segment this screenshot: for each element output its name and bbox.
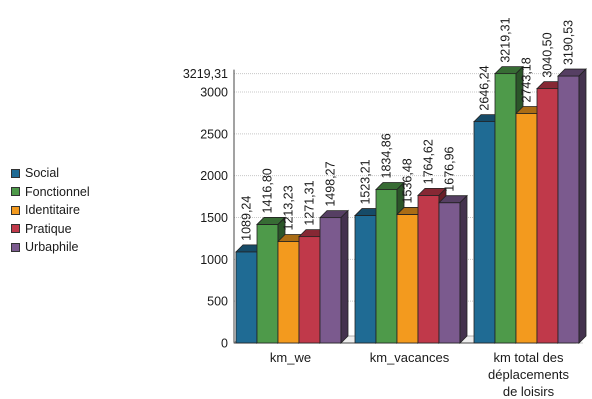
y-tick-label: 2000 — [200, 169, 228, 183]
bar — [438, 194, 468, 344]
data-label: 2646,24 — [478, 65, 492, 110]
bar-side — [340, 209, 349, 344]
bar-front — [557, 75, 580, 344]
legend-label: Fonctionnel — [25, 184, 90, 199]
data-label: 2743,18 — [520, 57, 534, 102]
legend-item: Pratique — [11, 220, 90, 239]
legend-item: Urbaphile — [11, 238, 90, 257]
y-tick-label: 1000 — [200, 253, 228, 267]
data-label: 1498,27 — [324, 161, 338, 206]
legend-label: Social — [25, 166, 60, 181]
bar-front — [396, 214, 419, 344]
data-label: 3219,31 — [499, 17, 513, 62]
y-tick-label: 500 — [207, 295, 228, 309]
bar — [319, 209, 349, 344]
x-tick-label: km_vacances — [370, 350, 450, 365]
legend-swatch — [11, 187, 20, 197]
bar-front — [375, 189, 398, 344]
data-label: 3040,50 — [541, 32, 555, 77]
bar — [557, 68, 587, 344]
legend-label: Identitaire — [25, 203, 80, 218]
legend-swatch — [11, 205, 20, 215]
bar-front — [256, 224, 279, 344]
data-label: 1536,48 — [401, 158, 415, 203]
legend-swatch — [11, 242, 20, 252]
bar-side — [578, 68, 587, 344]
y-tick-label: 2500 — [200, 127, 228, 141]
data-label: 1213,23 — [282, 185, 296, 230]
data-label: 1834,86 — [380, 133, 394, 178]
y-tick-label: 0 — [221, 337, 228, 351]
legend-label: Urbaphile — [25, 240, 79, 255]
data-label: 1089,24 — [240, 196, 254, 241]
bar-front — [536, 88, 559, 344]
bar-front — [319, 217, 342, 344]
bar-front — [417, 194, 440, 344]
bar-front — [298, 236, 321, 344]
bar-front — [473, 121, 496, 344]
legend-item: Social — [11, 164, 90, 183]
data-label: 1523,21 — [359, 159, 373, 204]
legend-label: Pratique — [25, 221, 72, 236]
data-label: 3190,53 — [562, 20, 576, 65]
legend-item: Fonctionnel — [11, 183, 90, 202]
legend-swatch — [11, 168, 20, 178]
bar-side — [459, 194, 468, 344]
y-tick-label: 3000 — [200, 86, 228, 100]
bar-front — [515, 113, 538, 344]
data-label: 1416,80 — [261, 168, 275, 213]
bar-front — [277, 241, 300, 344]
x-tick-label: km total des déplacements de loisirs — [488, 350, 569, 399]
data-label: 1764,62 — [422, 139, 436, 184]
legend: Social Fonctionnel Identitaire Pratique Urba… — [11, 164, 90, 257]
bar-front — [438, 202, 461, 344]
y-tick-label: 1500 — [200, 211, 228, 225]
y-tick-label: 3219,31 — [183, 67, 228, 81]
data-label: 1676,96 — [443, 146, 457, 191]
x-tick-label: km_we — [270, 350, 311, 365]
legend-item: Identitaire — [11, 201, 90, 220]
bar-front — [494, 73, 517, 344]
bar-front — [354, 215, 377, 344]
legend-swatch — [11, 224, 20, 234]
bar-front — [235, 251, 258, 344]
data-label: 1271,31 — [303, 180, 317, 225]
